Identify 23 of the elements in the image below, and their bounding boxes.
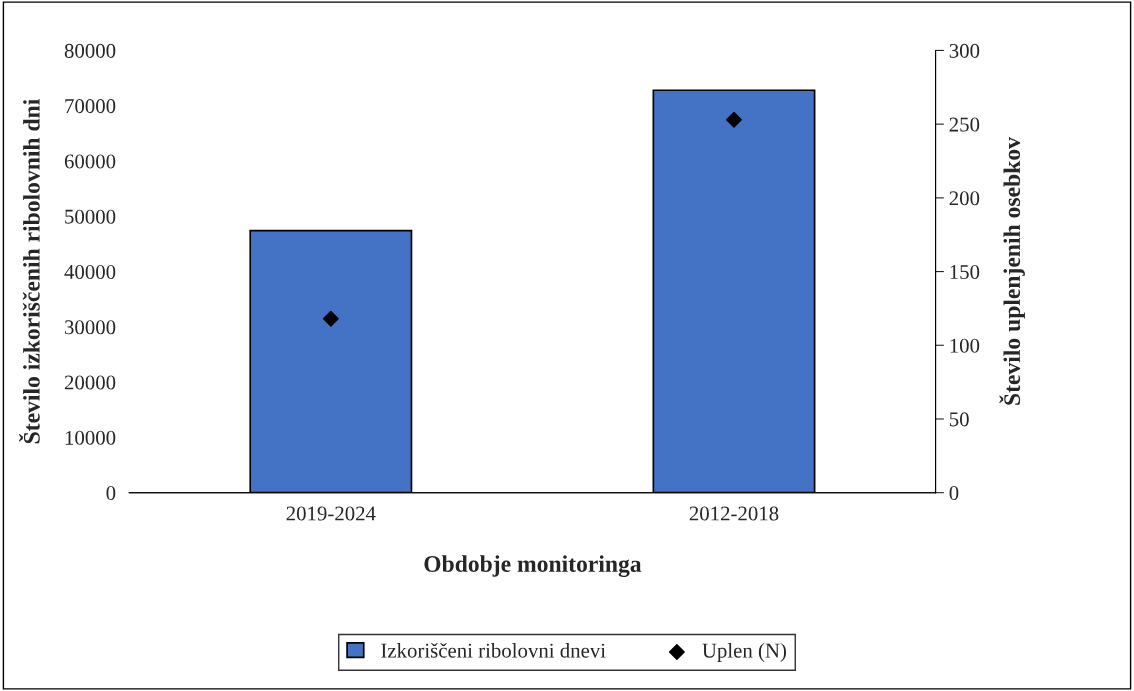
y2-tick-label: 200 bbox=[949, 191, 980, 206]
y-tick-label: 10000 bbox=[65, 430, 116, 445]
y-tick-label: 80000 bbox=[64, 43, 116, 58]
y2-tick-label: 250 bbox=[949, 117, 980, 132]
y-tick-label: 60000 bbox=[64, 154, 116, 169]
legend-label: Izkoriščeni ribolovni dnevi bbox=[381, 642, 606, 658]
legend-label: Uplen (N) bbox=[702, 642, 787, 662]
y-tick-label: 50000 bbox=[65, 209, 116, 224]
x-tick-label: 2012-2018 bbox=[689, 506, 779, 521]
y-axis-title: Število izkoriščenih ribolovnih dni bbox=[19, 99, 40, 444]
x-tick-label: 2019-2024 bbox=[286, 506, 376, 521]
x-axis-title: Obdobje monitoringa bbox=[424, 555, 642, 577]
y2-tick-label: 150 bbox=[950, 264, 980, 279]
y-tick-label: 0 bbox=[106, 486, 116, 501]
y-tick-label: 40000 bbox=[64, 264, 116, 279]
y-tick-label: 20000 bbox=[64, 375, 116, 390]
y-tick-label: 30000 bbox=[64, 320, 116, 335]
y2-axis-title: Število uplenjenih osebkov bbox=[999, 137, 1025, 405]
y-tick-label: 70000 bbox=[65, 99, 116, 114]
y2-tick-label: 100 bbox=[950, 338, 980, 353]
y2-tick-label: 0 bbox=[949, 486, 959, 501]
y2-tick-label: 300 bbox=[949, 43, 980, 58]
y2-tick-label: 50 bbox=[949, 412, 969, 427]
